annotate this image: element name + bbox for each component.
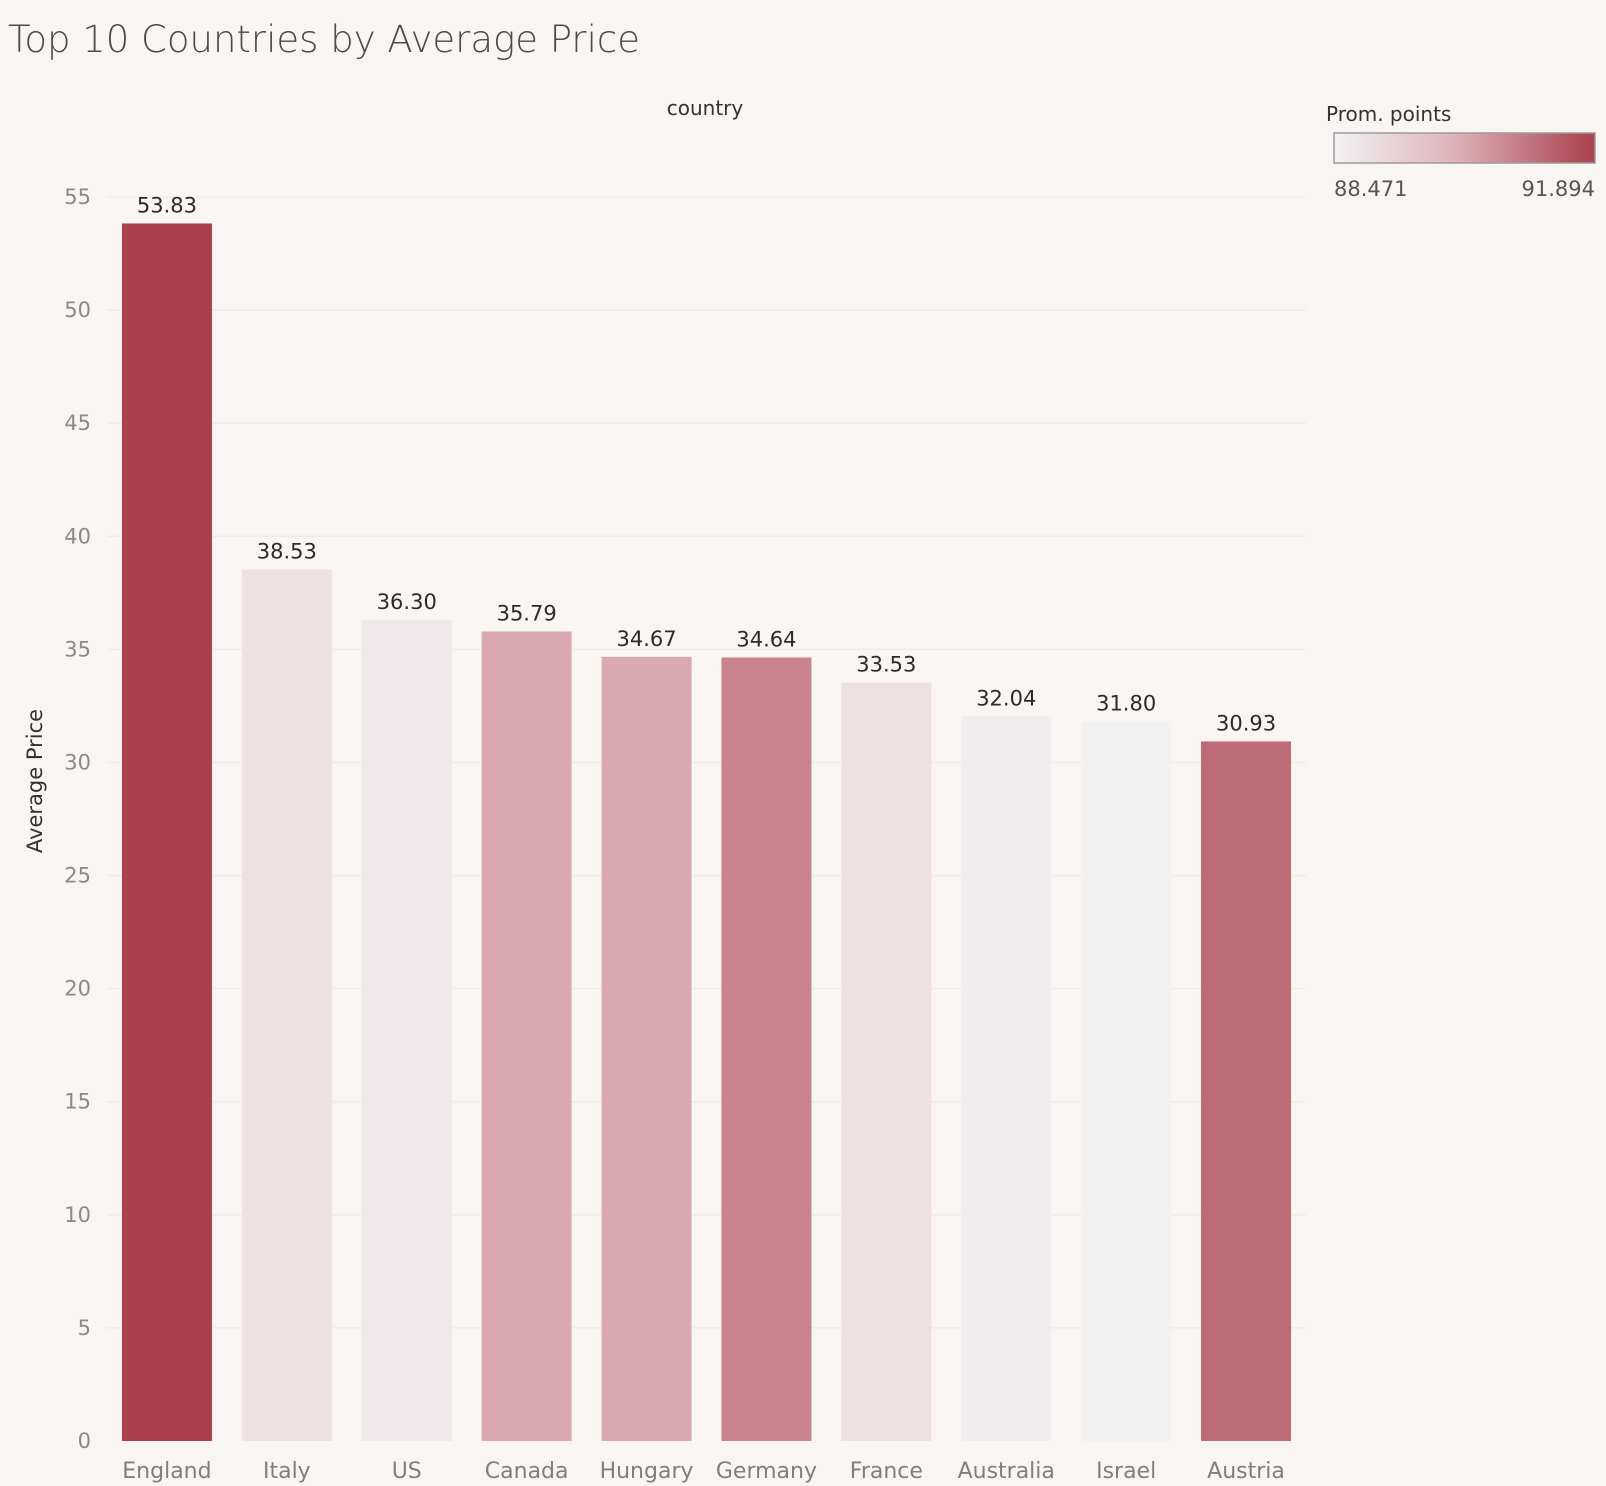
data-label: 53.83	[137, 193, 197, 217]
category-label: Italy	[263, 1459, 311, 1484]
y-axis-ticks: 0 5 10 15 20 25 30 35 40 45 50 55	[64, 185, 91, 1453]
data-label: 36.30	[377, 590, 437, 614]
data-label: 32.04	[976, 686, 1036, 710]
y-tick-label: 40	[64, 524, 91, 548]
bar-france[interactable]	[841, 682, 932, 1441]
bar-canada[interactable]	[481, 631, 572, 1441]
data-label: 34.67	[616, 627, 676, 651]
column-header: country	[667, 96, 744, 120]
y-tick-label: 50	[64, 298, 91, 322]
y-tick-label: 30	[64, 750, 91, 774]
bar-us[interactable]	[361, 619, 452, 1441]
data-label: 30.93	[1216, 711, 1276, 735]
y-tick-label: 45	[64, 411, 91, 435]
data-label: 38.53	[257, 540, 317, 564]
category-label: Austria	[1207, 1459, 1285, 1484]
bar-england[interactable]	[121, 223, 212, 1442]
bar-hungary[interactable]	[601, 656, 692, 1441]
category-label: US	[392, 1459, 422, 1484]
legend-title: Prom. points	[1326, 102, 1451, 126]
bar-austria[interactable]	[1201, 741, 1292, 1441]
category-label: Germany	[716, 1459, 817, 1484]
data-label: 34.64	[736, 628, 796, 652]
y-tick-label: 25	[64, 864, 91, 888]
y-tick-label: 0	[78, 1429, 91, 1453]
chart-title: Top 10 Countries by Average Price	[8, 18, 641, 61]
category-label: Australia	[958, 1459, 1055, 1484]
category-label: France	[850, 1459, 923, 1484]
x-axis-categories: England Italy US Canada Hungary Germany France…	[122, 1459, 1285, 1484]
legend-color-ramp	[1333, 132, 1596, 164]
bar-australia[interactable]	[961, 716, 1052, 1441]
y-tick-label: 5	[78, 1316, 91, 1340]
category-label: Canada	[485, 1459, 569, 1484]
y-tick-label: 10	[64, 1203, 91, 1227]
data-label: 35.79	[497, 601, 557, 625]
category-label: England	[122, 1459, 211, 1484]
data-label: 31.80	[1096, 692, 1156, 716]
y-tick-label: 55	[64, 185, 91, 209]
y-tick-label: 20	[64, 977, 91, 1001]
bar-germany[interactable]	[721, 657, 812, 1441]
category-label: Hungary	[600, 1459, 694, 1484]
legend-max-label: 91.894	[1522, 177, 1595, 201]
data-labels: 53.83 38.53 36.30 35.79 34.67 34.64 33.53 32.04…	[137, 193, 1276, 735]
y-tick-label: 15	[64, 1090, 91, 1114]
legend-min-label: 88.471	[1334, 177, 1407, 201]
bars	[121, 223, 1292, 1442]
y-tick-label: 35	[64, 637, 91, 661]
y-axis-title: Average Price	[23, 709, 47, 853]
bar-israel[interactable]	[1081, 721, 1172, 1441]
category-label: Israel	[1096, 1459, 1156, 1484]
data-label: 33.53	[856, 653, 916, 677]
bar-italy[interactable]	[241, 569, 332, 1441]
color-legend: Prom. points 88.471 91.894	[1326, 102, 1596, 201]
